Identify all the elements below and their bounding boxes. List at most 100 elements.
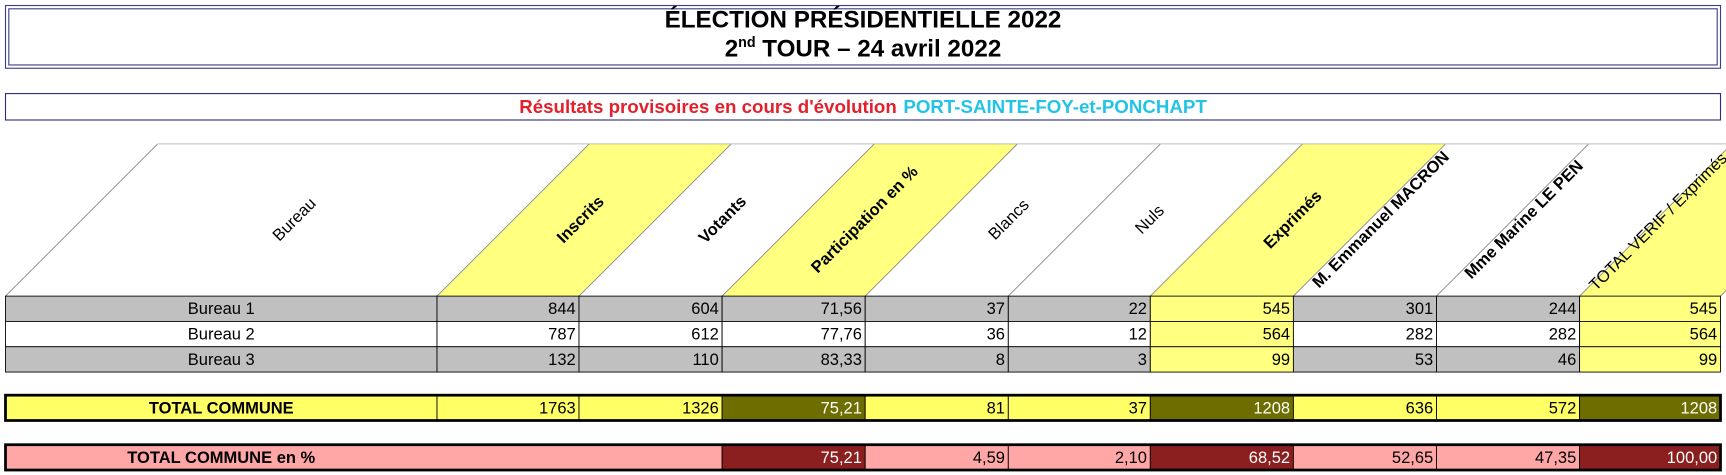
total-label: TOTAL COMMUNE xyxy=(149,399,294,417)
cell-value: 110 xyxy=(692,351,718,369)
round-number: 2 xyxy=(725,36,738,63)
cell-value: 612 xyxy=(691,326,719,344)
header-cell xyxy=(437,144,731,297)
results-table: Bureau Inscrits Votants Participation en % B… xyxy=(4,143,1726,472)
cell-bg xyxy=(721,346,866,373)
total-value: 1208 xyxy=(1680,399,1717,417)
bureau-label: Bureau 1 xyxy=(188,300,255,318)
cell-value: 46 xyxy=(1558,351,1576,369)
percent-value: 100,00 xyxy=(1667,449,1717,467)
total-value: 37 xyxy=(1129,399,1147,417)
header-diagonal xyxy=(864,143,1018,297)
cell-value: 36 xyxy=(987,326,1005,344)
cell-bg xyxy=(436,295,580,322)
cell-bg xyxy=(864,320,1009,348)
cell-value: 99 xyxy=(1699,351,1717,369)
cell-value: 545 xyxy=(1690,300,1718,318)
cell-value: 787 xyxy=(548,326,576,344)
cell-bg xyxy=(1149,346,1294,373)
total-value: 75,21 xyxy=(821,399,862,417)
header-diagonal xyxy=(1579,149,1726,297)
header-cell xyxy=(1008,144,1303,297)
cell-bg xyxy=(1007,346,1151,373)
percent-value: 52,65 xyxy=(1392,449,1433,467)
percent-value: 4,59 xyxy=(973,449,1005,467)
cell-bg xyxy=(1007,295,1151,322)
total-cell xyxy=(1149,394,1294,421)
header-cell xyxy=(1436,144,1726,297)
header-diagonal xyxy=(5,143,158,297)
cell-bg xyxy=(1149,320,1294,348)
header-diagonal xyxy=(436,143,590,297)
cell-bg xyxy=(1579,346,1721,373)
header-cell xyxy=(5,144,589,297)
cell-value: 71,56 xyxy=(821,300,862,318)
bureau-label: Bureau 2 xyxy=(188,326,255,344)
total-value: 636 xyxy=(1406,399,1434,417)
header-cell xyxy=(865,144,1161,297)
total-cell xyxy=(5,394,438,421)
percent-cell xyxy=(1292,444,1437,471)
cell-value: 282 xyxy=(1406,326,1434,344)
round-suffix: nd xyxy=(738,35,755,51)
percent-value: 68,52 xyxy=(1249,449,1290,467)
total-value: 572 xyxy=(1549,399,1577,417)
subtitle-commune: PORT-SAINTE-FOY-et-PONCHAPT xyxy=(903,96,1207,117)
cell-bg xyxy=(436,320,580,348)
header-cell xyxy=(1150,144,1446,297)
cell-value: 53 xyxy=(1415,351,1433,369)
cell-value: 3 xyxy=(1138,351,1147,369)
total-cell xyxy=(1436,394,1581,421)
total-value: 81 xyxy=(987,399,1005,417)
cell-bg xyxy=(1292,295,1437,322)
header-diagonal xyxy=(1007,143,1161,297)
cell-bg xyxy=(436,346,580,373)
cell-value: 77,76 xyxy=(821,326,862,344)
percent-cell xyxy=(864,444,1009,471)
cell-value: 12 xyxy=(1129,326,1147,344)
cell-bg xyxy=(1149,295,1294,322)
total-cell xyxy=(1292,394,1437,421)
percent-value: 2,10 xyxy=(1115,449,1147,467)
round-text: TOUR – 24 avril 2022 xyxy=(762,36,1001,63)
cell-bg xyxy=(721,320,866,348)
cell-value: 132 xyxy=(548,351,576,369)
subtitle-box xyxy=(4,93,1722,121)
percent-value: 75,21 xyxy=(821,449,862,467)
title: ÉLECTION PRÉSIDENTIELLE 2022 xyxy=(665,5,1062,33)
cell-value: 545 xyxy=(1263,300,1291,318)
subtitle-status: Résultats provisoires en cours d'évoluti… xyxy=(519,96,897,117)
header-diagonal xyxy=(721,143,875,297)
total-cell xyxy=(721,394,866,421)
percent-border xyxy=(4,443,1722,472)
header-cell xyxy=(579,144,875,297)
percent-cell xyxy=(1149,444,1294,471)
header-diagonal xyxy=(578,143,732,297)
cell-value: 83,33 xyxy=(821,351,862,369)
cell-value: 8 xyxy=(996,351,1005,369)
cell-bg xyxy=(864,346,1009,373)
cell-value: 844 xyxy=(548,300,576,318)
total-border xyxy=(4,393,1722,422)
cell-bg xyxy=(1436,320,1581,348)
header-cell xyxy=(722,144,1018,297)
percent-value: 47,35 xyxy=(1535,449,1576,467)
cell-bg xyxy=(1292,346,1437,373)
cell-value: 282 xyxy=(1549,326,1577,344)
total-value: 1326 xyxy=(682,399,719,417)
title-box-inner xyxy=(8,8,1718,66)
cell-value: 604 xyxy=(691,300,719,318)
total-cell xyxy=(864,394,1009,421)
percent-label-cell xyxy=(5,444,723,471)
subtitle: Résultats provisoires en cours d'évoluti… xyxy=(519,96,1207,117)
header-diagonal xyxy=(1293,143,1446,297)
cell-bg xyxy=(578,320,723,348)
cell-value: 99 xyxy=(1272,351,1290,369)
header-diagonal xyxy=(1149,143,1303,297)
total-value: 1208 xyxy=(1253,399,1290,417)
total-value: 1763 xyxy=(539,399,576,417)
cell-value: 564 xyxy=(1263,326,1291,344)
header-cell xyxy=(1293,144,1589,297)
